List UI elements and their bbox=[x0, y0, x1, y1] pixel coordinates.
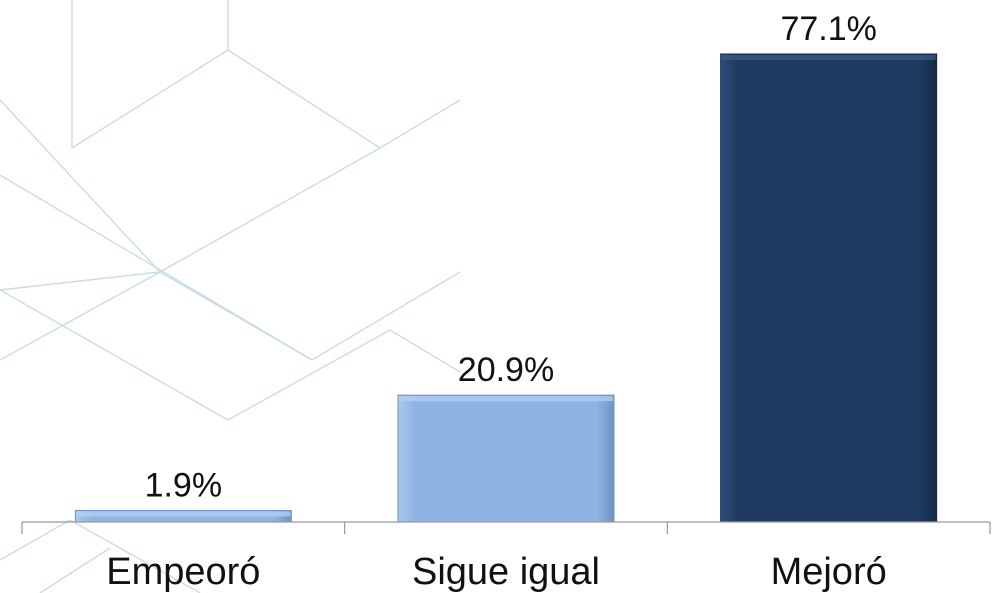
decor-line bbox=[379, 99, 461, 149]
decor-line bbox=[0, 271, 161, 361]
category-label-sigue-igual: Sigue igual bbox=[412, 551, 600, 593]
decor-line bbox=[227, 49, 381, 149]
bar-bevel bbox=[721, 55, 936, 60]
value-label-sigue-igual: 20.9% bbox=[458, 351, 554, 389]
bars-layer bbox=[74, 53, 938, 523]
decor-line bbox=[69, 519, 201, 593]
value-label-empeoro: 1.9% bbox=[145, 466, 223, 504]
category-label-empeoro: Empeoró bbox=[106, 551, 260, 593]
category-label-mejoro: Mejoró bbox=[771, 551, 887, 593]
decor-line bbox=[0, 174, 313, 361]
decor-line bbox=[39, 547, 111, 593]
decor-line bbox=[0, 519, 71, 561]
decor-line bbox=[227, 329, 391, 421]
decor-line bbox=[0, 271, 161, 291]
bar-bevel bbox=[399, 396, 613, 402]
bar-bevel bbox=[76, 511, 291, 517]
bar-mejoro bbox=[720, 53, 938, 523]
decor-line bbox=[71, 49, 229, 149]
x-axis bbox=[21, 521, 991, 534]
decor-line bbox=[311, 271, 461, 361]
decor-line bbox=[389, 329, 461, 373]
decor-line bbox=[0, 99, 161, 273]
background-line-pattern bbox=[0, 0, 461, 593]
value-labels-layer: 1.9% 20.9% 77.1% bbox=[145, 10, 877, 504]
category-labels-layer: Empeoró Sigue igual Mejoró bbox=[106, 551, 887, 593]
value-label-mejoro: 77.1% bbox=[780, 10, 876, 48]
decor-line bbox=[0, 289, 229, 421]
decor-line bbox=[159, 147, 381, 273]
bar-sigue-igual bbox=[397, 394, 615, 523]
